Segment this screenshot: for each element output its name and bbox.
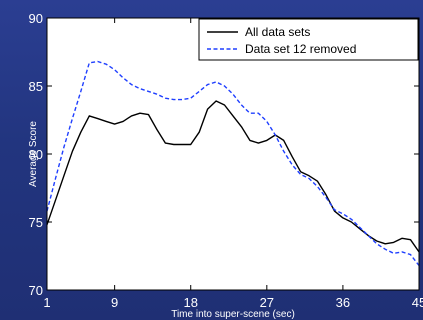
y-axis-label: Average Score (28, 121, 39, 187)
x-tick-label: 45 (412, 295, 423, 310)
series-line-1 (46, 100, 420, 253)
x-tick-label: 18 (183, 295, 197, 310)
x-tick-label: 9 (111, 295, 118, 310)
legend-box (198, 18, 419, 61)
y-tick-label: 85 (29, 79, 43, 94)
y-tick-label: 80 (29, 147, 43, 162)
x-tick-label: 36 (336, 295, 350, 310)
plot-area (47, 18, 419, 290)
y-tick-label: 70 (29, 283, 43, 298)
y-tick-label: 90 (29, 11, 43, 26)
legend: All data sets Data set 12 removed (198, 18, 419, 61)
legend-label-1: All data sets (245, 25, 310, 39)
series-line-2 (46, 60, 420, 266)
series-layer (46, 60, 420, 266)
axes-layer: 1 9 18 27 36 45 70 75 80 85 90 (29, 11, 423, 310)
x-axis-label: Time into super-scene (sec) (171, 309, 295, 320)
legend-label-2: Data set 12 removed (245, 42, 356, 56)
x-tick-label: 1 (43, 295, 50, 310)
x-tick-label: 27 (260, 295, 274, 310)
y-tick-label: 75 (29, 215, 43, 230)
